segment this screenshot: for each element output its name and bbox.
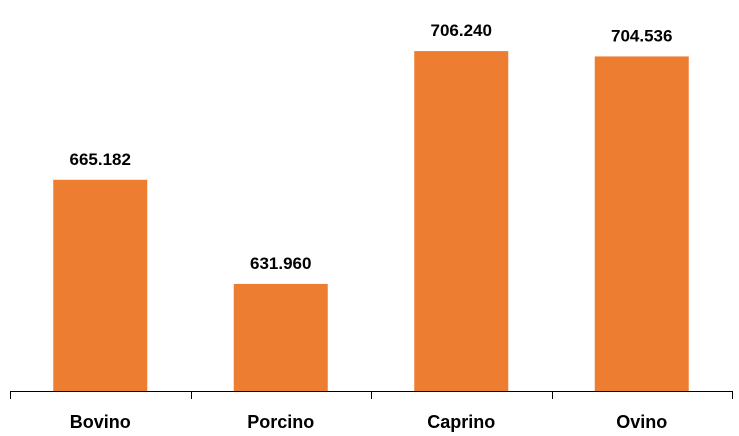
x-tick-labels-group: Bovino Porcino Caprino Ovino — [70, 412, 668, 432]
x-tick-label-ovino: Ovino — [616, 412, 667, 432]
bars-group — [53, 51, 689, 392]
bar-porcino — [233, 283, 328, 391]
data-label-caprino: 706.240 — [431, 21, 492, 40]
x-tick-label-caprino: Caprino — [427, 412, 495, 432]
data-label-bovino: 665.182 — [70, 150, 131, 169]
bar-ovino — [594, 56, 689, 392]
bar-bovino — [53, 179, 148, 391]
x-tick-label-porcino: Porcino — [247, 412, 314, 432]
data-labels-group: 665.182 631.960 706.240 704.536 — [70, 21, 673, 273]
bar-caprino — [414, 51, 509, 391]
data-label-ovino: 704.536 — [611, 26, 672, 45]
data-label-porcino: 631.960 — [250, 254, 311, 273]
x-axis — [10, 391, 733, 399]
x-tick-label-bovino: Bovino — [70, 412, 131, 432]
